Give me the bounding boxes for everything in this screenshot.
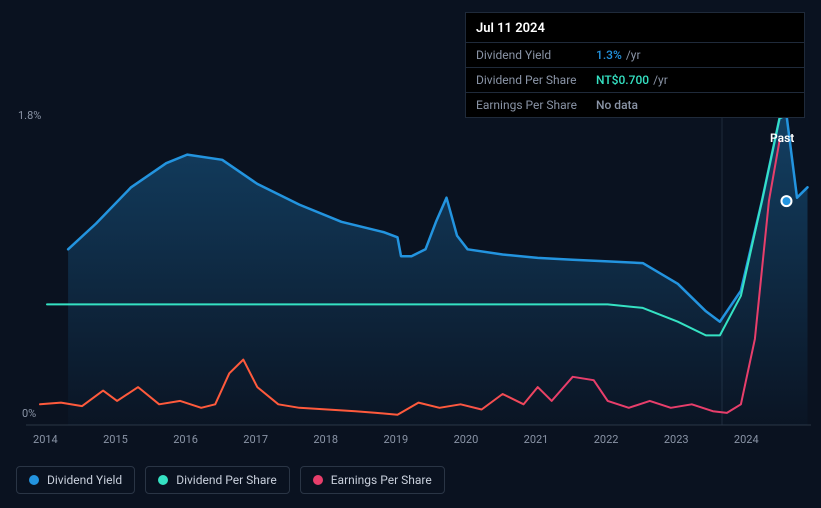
- legend-item-dividend-per-share[interactable]: Dividend Per Share: [145, 466, 290, 494]
- x-axis-year-label: 2024: [734, 433, 759, 446]
- x-axis-year-label: 2014: [33, 433, 58, 446]
- x-axis-year-label: 2018: [313, 433, 338, 446]
- legend-dot-dividend-per-share: [158, 475, 168, 485]
- legend-label: Earnings Per Share: [331, 473, 432, 487]
- past-region-label: Past: [770, 131, 794, 145]
- x-axis-year-label: 2020: [454, 433, 479, 446]
- x-axis-year-label: 2022: [594, 433, 619, 446]
- tooltip-row-unit: /yr: [626, 48, 641, 62]
- tooltip-row-label: Earnings Per Share: [476, 98, 596, 112]
- legend-dot-earnings-per-share: [313, 475, 323, 485]
- x-axis-year-label: 2019: [383, 433, 408, 446]
- legend-item-dividend-yield[interactable]: Dividend Yield: [16, 466, 135, 494]
- tooltip-row-value: NT$0.700: [596, 73, 649, 87]
- legend-dot-dividend-yield: [29, 475, 39, 485]
- y-axis-max-label: 1.8%: [18, 109, 41, 122]
- tooltip-row-label: Dividend Yield: [476, 48, 596, 62]
- tooltip-row: Dividend Yield1.3% /yr: [466, 43, 804, 68]
- tooltip-date: Jul 11 2024: [466, 13, 804, 43]
- x-axis-year-label: 2016: [173, 433, 198, 446]
- legend: Dividend Yield Dividend Per Share Earnin…: [16, 466, 445, 494]
- tooltip-row-value: No data: [596, 98, 638, 112]
- x-axis-year-label: 2023: [664, 433, 689, 446]
- dividend-chart: 1.8% 0% 2014 2015 2016 2017 2018 2019 2020 2021…: [0, 0, 821, 508]
- tooltip-row-label: Dividend Per Share: [476, 73, 596, 87]
- x-axis-year-label: 2015: [103, 433, 128, 446]
- tooltip-row: Earnings Per ShareNo data: [466, 93, 804, 117]
- legend-label: Dividend Per Share: [176, 473, 277, 487]
- tooltip-row-value: 1.3%: [596, 48, 622, 62]
- tooltip-row-unit: /yr: [653, 73, 668, 87]
- legend-label: Dividend Yield: [47, 473, 122, 487]
- tooltip-row: Dividend Per ShareNT$0.700/yr: [466, 68, 804, 93]
- y-axis-min-label: 0%: [22, 407, 36, 420]
- x-axis-year-label: 2017: [243, 433, 268, 446]
- data-tooltip: Jul 11 2024 Dividend Yield1.3%/yrDividen…: [465, 12, 805, 118]
- x-axis-year-label: 2021: [524, 433, 549, 446]
- legend-item-earnings-per-share[interactable]: Earnings Per Share: [300, 466, 445, 494]
